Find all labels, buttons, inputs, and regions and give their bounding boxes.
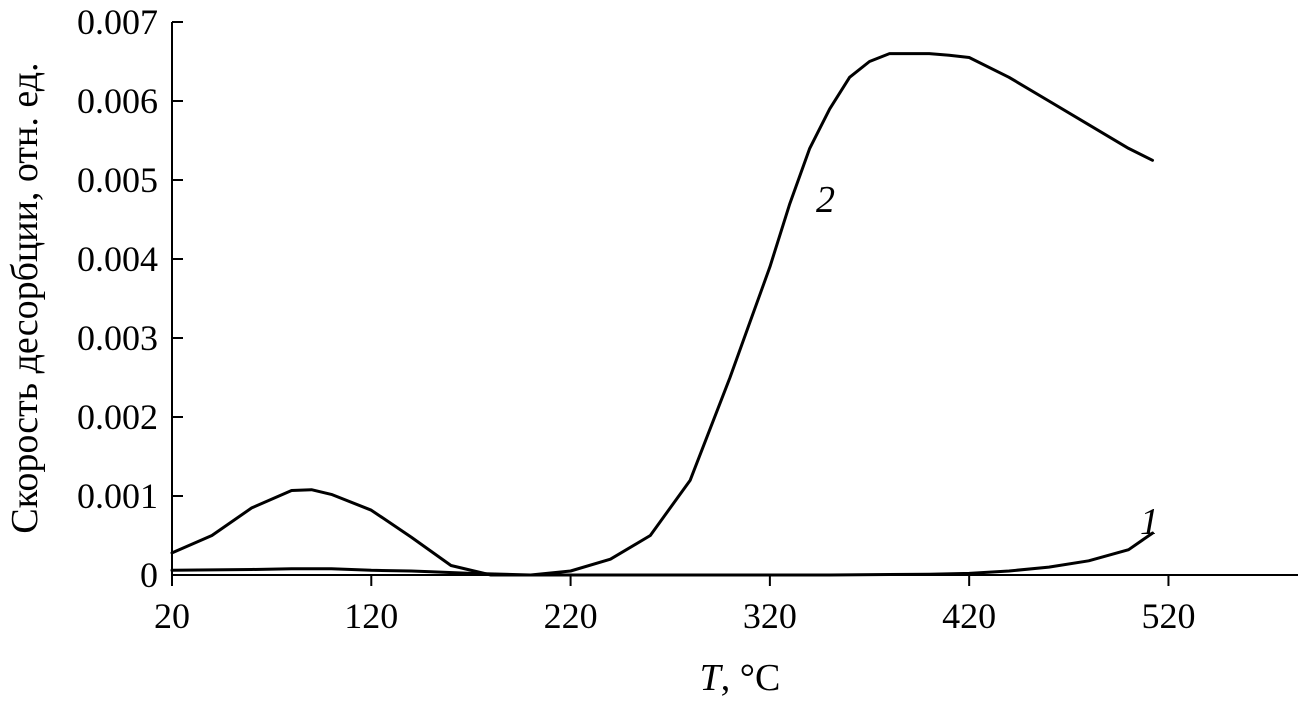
y-tick-label: 0.005 [77,160,158,200]
y-tick-label: 0.006 [77,81,158,121]
series-group [170,52,1154,577]
series-line-1 [170,531,1154,577]
x-axis-title: T, °C [700,657,781,699]
series-line-2 [170,52,1154,577]
x-tick-label: 20 [154,596,190,636]
x-tick-label: 320 [743,596,797,636]
y-axis-title: Скорость десорбции, отн. ед. [4,62,46,533]
x-tick-label: 520 [1141,596,1195,636]
x-tick-label: 420 [942,596,996,636]
series-label-1: 1 [1140,501,1159,543]
y-ticks: 0 0.001 0.002 0.003 0.004 0.005 0.006 0.007 [77,2,183,595]
x-tick-label: 220 [544,596,598,636]
series-labels: 2 1 [816,179,1159,543]
series-label-2: 2 [816,179,835,221]
y-tick-label: 0.007 [77,2,158,42]
axes [171,22,1298,576]
y-tick-label: 0.003 [77,318,158,358]
y-tick-label: 0.002 [77,397,158,437]
y-tick-label: 0 [140,555,158,595]
x-axis-variable: T [700,657,724,699]
y-tick-label: 0.004 [77,239,158,279]
y-tick-label: 0.001 [77,476,158,516]
x-tick-label: 120 [344,596,398,636]
x-axis-unit: , °C [721,657,781,699]
x-ticks: 20 120 220 320 420 520 [154,575,1195,636]
